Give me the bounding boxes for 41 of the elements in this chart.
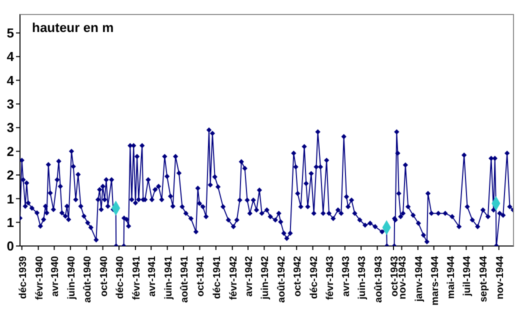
y-axis-title: hauteur en m: [32, 20, 114, 35]
y-tick-label: 1: [6, 191, 14, 206]
x-tick-label: avr-1940: [50, 256, 62, 297]
x-tick-label: déc-1942: [308, 256, 320, 299]
y-tick-label: 4: [6, 49, 15, 64]
y-tick-label: 4: [6, 72, 15, 88]
y-tick-label: 2: [6, 168, 14, 183]
x-tick-label: mai-1944: [446, 256, 458, 299]
x-tick-label: déc-1940: [115, 256, 126, 299]
x-tick-label: nov-1944: [494, 256, 506, 300]
y-tick-label: 3: [6, 120, 14, 136]
x-tick-label: févr-1943: [325, 256, 336, 300]
x-tick-label: juin-1943: [357, 256, 368, 300]
y-tick-label: 5: [6, 26, 14, 41]
x-tick-label: sept-1944: [478, 256, 490, 302]
x-tick-label: févr-1941: [131, 256, 142, 300]
x-tick-label: févr-1942: [228, 256, 240, 300]
x-tick-label: avr-1941: [147, 256, 158, 297]
x-tick-label: août-1940: [82, 256, 94, 303]
x-tick-label: nov-1943: [398, 256, 409, 300]
x-tick-label: févr-1940: [34, 256, 46, 300]
x-tick-label: oct-1942: [292, 256, 304, 297]
x-tick-label: août-1943: [373, 256, 384, 303]
y-tick-label: 2: [6, 144, 14, 159]
x-tick-label: oct-1940: [98, 256, 110, 297]
x-tick-label: avr-1942: [244, 256, 256, 297]
x-tick-label: juin-1940: [66, 256, 78, 300]
x-tick-label: août-1942: [276, 256, 288, 303]
y-tick-label: 0: [6, 238, 14, 254]
x-tick-label: oct-1941: [196, 256, 207, 297]
x-tick-label: juil-1944: [462, 256, 474, 298]
x-tick-label: mars-1944: [430, 256, 441, 306]
x-tick-label: juin-1941: [163, 256, 174, 300]
x-tick-label: juin-1942: [260, 256, 272, 300]
x-tick-label: janv-1944: [414, 256, 425, 303]
y-tick-label: 3: [6, 96, 14, 112]
x-tick-label: avr-1943: [340, 256, 352, 297]
x-tick-label: déc-1939: [18, 256, 29, 299]
y-tick-label: 1: [6, 214, 14, 230]
x-tick-label: août-1941: [180, 256, 191, 303]
x-tick-label: déc-1941: [212, 256, 223, 299]
